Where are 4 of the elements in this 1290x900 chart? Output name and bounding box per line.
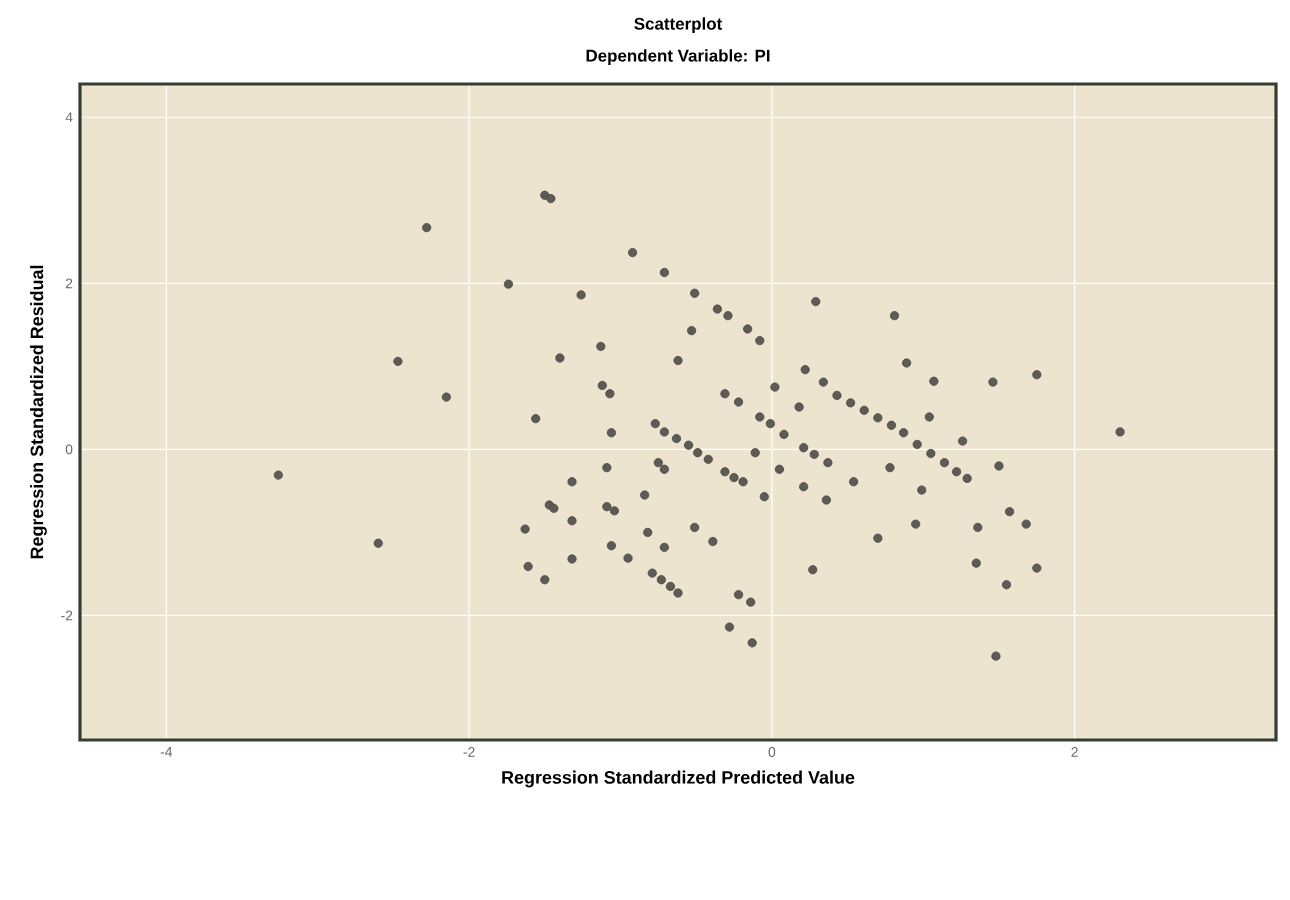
- y-axis-title: Regression Standardized Residual: [30, 265, 47, 559]
- chart-subtitle: Dependent Variable: PI: [586, 49, 770, 65]
- x-axis-title: Regression Standardized Predicted Value: [502, 770, 855, 788]
- chart-title: Scatterplot: [634, 17, 723, 34]
